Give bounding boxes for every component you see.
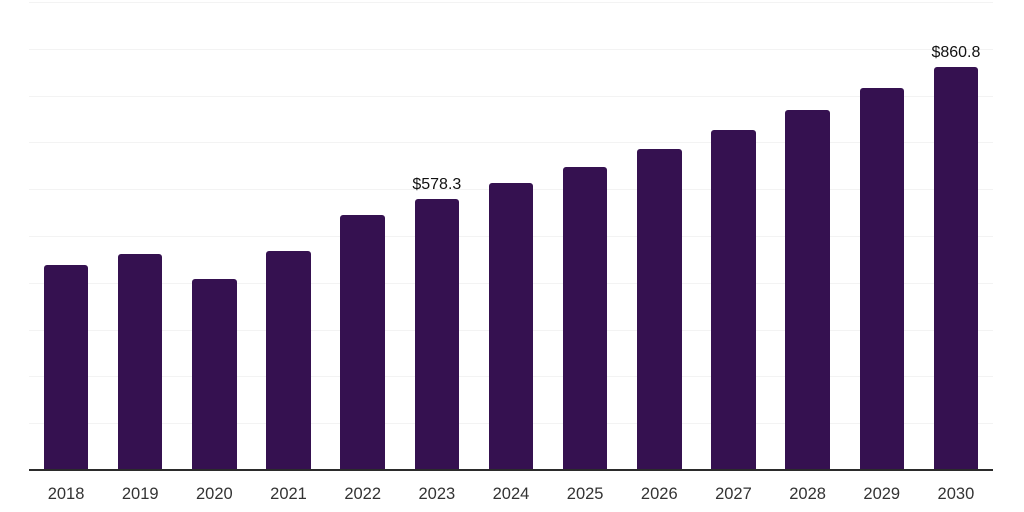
x-axis-label: 2020	[196, 485, 233, 503]
bar-column: $860.8	[919, 2, 993, 470]
bar[interactable]	[711, 129, 756, 470]
x-axis-label: 2027	[715, 485, 752, 503]
x-axis-label: 2019	[121, 485, 159, 503]
bar-column	[474, 2, 548, 470]
bar-column	[29, 2, 103, 470]
plot-area: $578.3 $860.8	[29, 2, 993, 471]
x-axis-label: 2021	[270, 485, 307, 503]
bar-column	[177, 2, 251, 470]
bar[interactable]	[562, 167, 608, 470]
bar[interactable]	[488, 183, 534, 470]
x-axis-label: 2029	[863, 485, 901, 503]
bar-column	[771, 2, 845, 470]
bar-column: $578.3	[400, 2, 474, 470]
gridline	[29, 95, 993, 97]
bar[interactable]	[414, 199, 460, 470]
x-axis-label: 2025	[566, 485, 604, 503]
bar[interactable]	[637, 149, 682, 470]
bar[interactable]	[933, 67, 979, 470]
bar-column	[845, 2, 919, 470]
x-axis-label: 2028	[789, 485, 826, 503]
bar[interactable]	[266, 251, 311, 470]
gridline	[29, 142, 993, 144]
x-axis-label: 2030	[937, 485, 975, 503]
data-label: $860.8	[931, 43, 981, 61]
bar[interactable]	[340, 215, 385, 470]
bar[interactable]	[785, 109, 830, 470]
bar[interactable]	[192, 278, 237, 470]
x-axis-label: 2026	[640, 485, 678, 503]
bar-column	[251, 2, 325, 470]
x-axis-labels: 2018 2019 2020 2021 2022 2023 2024 2025 2026 2027…	[29, 483, 993, 505]
bar[interactable]	[117, 254, 163, 470]
x-axis-label: 2022	[344, 485, 382, 503]
x-axis-label: 2018	[47, 485, 85, 503]
x-axis-line	[29, 469, 993, 471]
data-label: $578.3	[412, 175, 462, 193]
bar-column	[696, 2, 770, 470]
bar[interactable]	[859, 88, 904, 470]
bar-column	[548, 2, 622, 470]
bar-column	[622, 2, 696, 470]
gridline	[29, 48, 993, 50]
gridline	[29, 2, 993, 3]
bar-column	[103, 2, 177, 470]
x-axis-label: 2024	[492, 485, 530, 503]
bar-column	[326, 2, 400, 470]
x-axis-label: 2023	[418, 485, 456, 503]
bar[interactable]	[43, 265, 89, 470]
